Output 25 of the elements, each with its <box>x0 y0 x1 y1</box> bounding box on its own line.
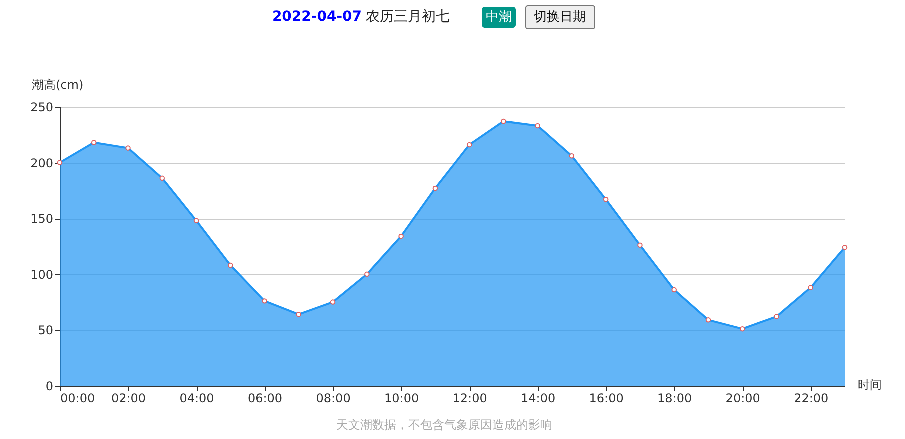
text: 天文潮数据，不包含气象原因造成的影响 <box>336 418 552 432</box>
y-tick-label: 200 <box>30 156 54 170</box>
x-tick-label: 14:00 <box>521 392 556 406</box>
x-tick-label: 10:00 <box>384 392 420 406</box>
x-tick-label: 00:00 <box>60 392 96 406</box>
y-axis-title: 潮高(cm) <box>32 78 84 92</box>
y-tick-label: 150 <box>30 212 54 226</box>
x-tick-label: 08:00 <box>316 392 351 406</box>
text: 中潮 <box>486 10 512 25</box>
y-tick-label: 0 <box>46 380 54 394</box>
y-tick-label: 50 <box>38 324 54 338</box>
x-axis-title: 时间 <box>858 378 882 392</box>
y-tick-label: 100 <box>30 268 54 282</box>
x-tick-label: 18:00 <box>658 392 692 406</box>
x-tick-label: 04:00 <box>180 392 214 406</box>
x-tick-label: 16:00 <box>589 392 624 406</box>
x-tick-label: 22:00 <box>794 392 829 406</box>
y-tick-label: 250 <box>30 100 54 114</box>
x-tick-label: 12:00 <box>452 392 488 406</box>
chart-subtitle: 农历三月初七 <box>366 9 450 25</box>
x-tick-label: 02:00 <box>111 392 146 406</box>
chart-title: 2022-04-07 <box>272 9 362 25</box>
text: 切换日期 <box>534 10 586 25</box>
x-tick-label: 06:00 <box>248 392 283 406</box>
x-tick-label: 20:00 <box>726 392 760 406</box>
